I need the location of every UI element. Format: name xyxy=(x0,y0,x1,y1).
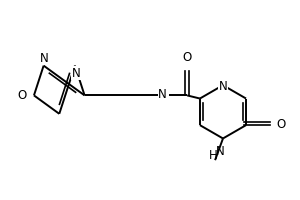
Text: O: O xyxy=(182,51,192,64)
Text: O: O xyxy=(277,118,286,131)
Text: N: N xyxy=(158,88,167,101)
Text: N: N xyxy=(216,145,224,158)
Text: H: H xyxy=(209,149,218,162)
Text: O: O xyxy=(18,89,27,102)
Text: N: N xyxy=(71,67,80,80)
Text: H: H xyxy=(158,91,167,104)
Text: N: N xyxy=(219,80,227,93)
Text: N: N xyxy=(40,52,49,65)
